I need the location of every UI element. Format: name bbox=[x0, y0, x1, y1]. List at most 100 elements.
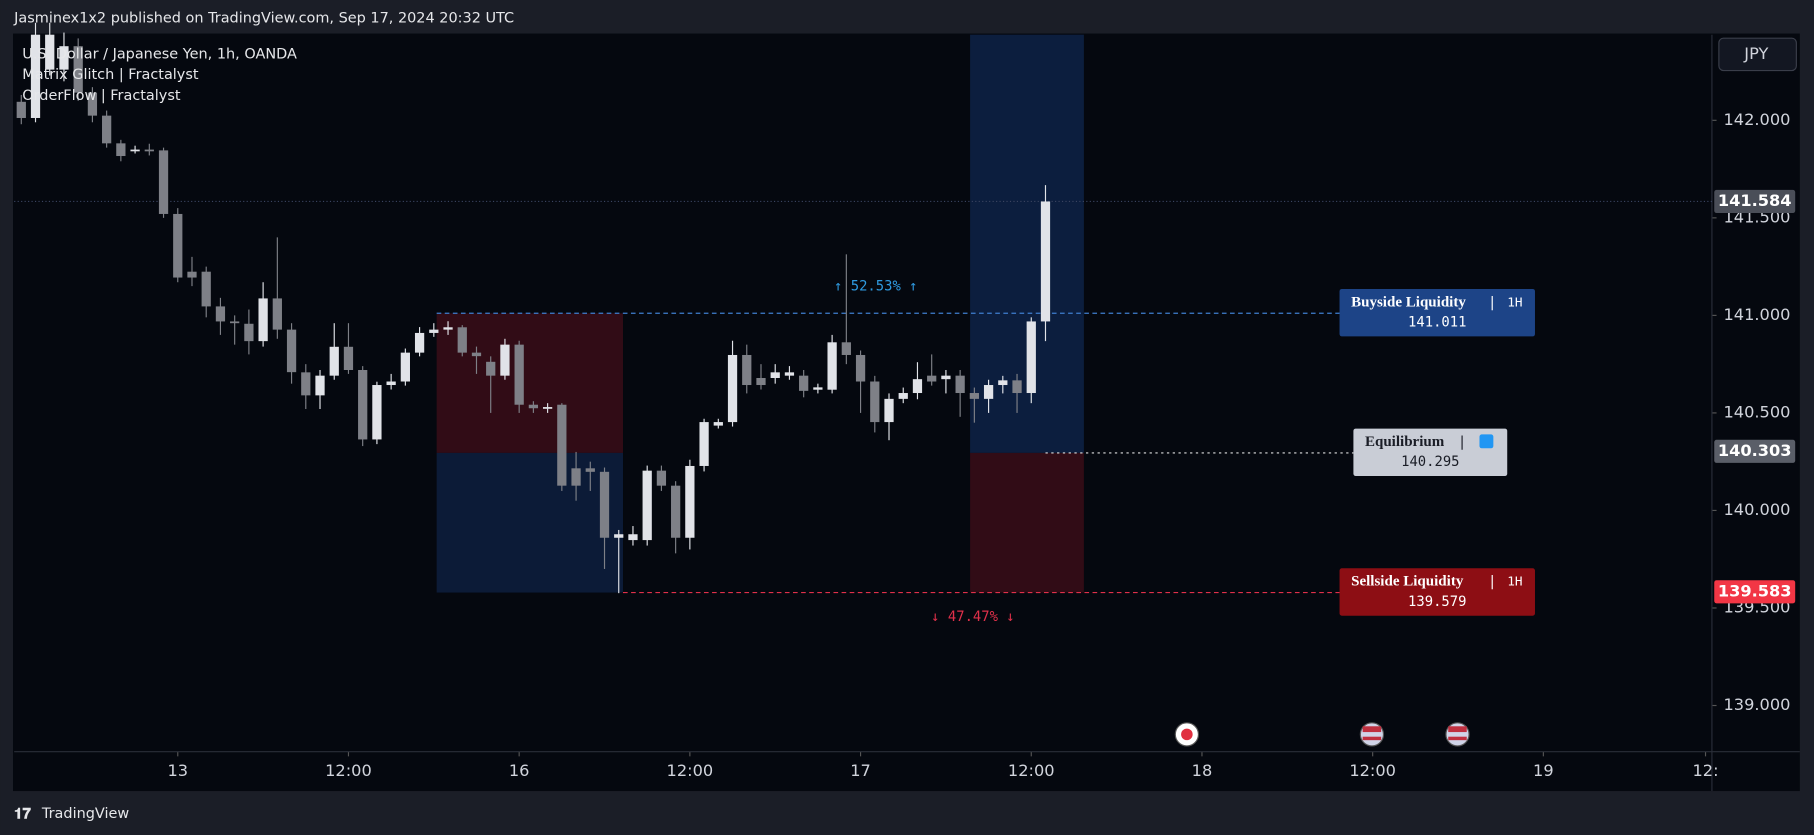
candle-body bbox=[429, 329, 439, 333]
candle-body bbox=[998, 380, 1008, 386]
candle-body bbox=[443, 327, 453, 330]
candle-body bbox=[742, 354, 752, 386]
x-tick-label: 12:00 bbox=[325, 761, 372, 780]
candle-body bbox=[827, 342, 837, 390]
equilibrium-value: 140.295 bbox=[1401, 454, 1459, 470]
candle-body bbox=[16, 101, 26, 118]
candle-body bbox=[87, 92, 98, 116]
equilibrium-name: Equilibrium bbox=[1365, 434, 1445, 450]
candle-body bbox=[59, 46, 69, 70]
candle-body bbox=[130, 149, 140, 152]
legend-line: Matrix Glitch | Fractalyst bbox=[22, 67, 199, 83]
candle-body bbox=[201, 271, 211, 307]
candle-body bbox=[699, 422, 709, 466]
candle-body bbox=[258, 298, 268, 342]
candle-body bbox=[73, 46, 83, 93]
y-tick-label: 140.000 bbox=[1723, 500, 1790, 519]
candle-body bbox=[713, 422, 723, 426]
currency-button[interactable] bbox=[1718, 37, 1797, 72]
x-tick-label: 13 bbox=[167, 761, 188, 780]
candle-body bbox=[1012, 380, 1022, 394]
x-tick-label: 12: bbox=[1692, 761, 1718, 780]
up-percent: ↑ 52.53% ↑ bbox=[834, 279, 917, 295]
equilibrium-label-box bbox=[1353, 428, 1508, 477]
candle-body bbox=[671, 485, 681, 538]
logo: 𝟏𝟕 bbox=[14, 805, 31, 823]
buyside-name: Buyside Liquidity bbox=[1351, 294, 1466, 310]
candle-body bbox=[969, 393, 979, 399]
candle-body bbox=[215, 306, 226, 322]
equilibrium_tag: 140.303 bbox=[1718, 441, 1792, 460]
down-percent: ↓ 47.47% ↓ bbox=[931, 609, 1014, 625]
candle-body bbox=[841, 342, 851, 355]
candle-body bbox=[343, 346, 354, 371]
separator: | bbox=[1460, 434, 1465, 450]
candle-body bbox=[372, 385, 382, 440]
candle-body bbox=[813, 387, 823, 390]
y-tick-label: 141.000 bbox=[1723, 305, 1790, 324]
candle-body bbox=[500, 344, 510, 376]
chart-area bbox=[13, 33, 1800, 792]
last_price-box bbox=[1714, 189, 1796, 214]
candle-body bbox=[187, 271, 197, 278]
sellside_tag-box bbox=[1714, 580, 1796, 604]
candle-body bbox=[983, 385, 994, 399]
candle-body bbox=[1026, 321, 1036, 394]
candle-body bbox=[329, 346, 339, 376]
candle-body bbox=[486, 361, 496, 376]
candle-body bbox=[855, 354, 866, 382]
legend-line: U.S. Dollar / Japanese Yen, 1h, OANDA bbox=[22, 46, 297, 62]
x-tick-label: 16 bbox=[509, 761, 530, 780]
x-tick-label: 12:00 bbox=[667, 761, 714, 780]
header: Jasminex1x2 published on TradingView.com… bbox=[13, 11, 514, 27]
footer: TradingView bbox=[41, 806, 129, 822]
candle-body bbox=[102, 115, 112, 144]
sellside-name: Sellside Liquidity bbox=[1351, 574, 1464, 590]
x-tick-label: 19 bbox=[1533, 761, 1554, 780]
sellside-label-box bbox=[1339, 568, 1535, 616]
candle-body bbox=[784, 372, 795, 376]
pause-icon bbox=[1479, 434, 1494, 449]
candle-body bbox=[230, 321, 240, 324]
candle-body bbox=[414, 332, 425, 353]
candle-body bbox=[642, 470, 652, 541]
candle-body bbox=[656, 470, 667, 486]
candle-body bbox=[898, 393, 908, 399]
currency[interactable]: JPY bbox=[1743, 44, 1768, 63]
y-tick-label: 140.500 bbox=[1723, 402, 1790, 421]
candle-body bbox=[941, 375, 951, 380]
x-tick-label: 17 bbox=[850, 761, 871, 780]
candle-body bbox=[628, 534, 638, 541]
sellside-timeframe: 1H bbox=[1507, 574, 1522, 589]
candle-body bbox=[614, 534, 624, 538]
candle-body bbox=[471, 352, 482, 357]
buyside-value: 141.011 bbox=[1408, 314, 1466, 330]
candle-body bbox=[528, 404, 539, 409]
discount-zone bbox=[436, 452, 624, 593]
candle-body bbox=[955, 375, 965, 394]
candle-body bbox=[116, 143, 126, 157]
candle-body bbox=[173, 213, 183, 278]
plot bbox=[14, 22, 1800, 792]
candle-body bbox=[557, 404, 567, 486]
premium-zone bbox=[436, 313, 624, 453]
candle-body bbox=[571, 468, 581, 486]
sellside_tag: 139.583 bbox=[1718, 581, 1792, 600]
candle-body bbox=[144, 149, 154, 152]
candle-body bbox=[1040, 201, 1051, 322]
separator: | bbox=[1490, 574, 1495, 590]
legend-line: OrderFlow | Fractalyst bbox=[22, 88, 181, 104]
y-tick-label: 142.000 bbox=[1723, 110, 1790, 129]
x-tick-label: 18 bbox=[1192, 761, 1213, 780]
x-tick-label: 12:00 bbox=[1349, 761, 1396, 780]
y-tick-label: 139.000 bbox=[1723, 695, 1790, 714]
candle-body bbox=[514, 344, 524, 405]
equilibrium_tag-box bbox=[1714, 439, 1796, 463]
separator: | bbox=[1490, 295, 1495, 311]
candle-body bbox=[585, 468, 595, 472]
discount-zone bbox=[970, 452, 1084, 593]
candle-body bbox=[770, 372, 780, 378]
candle-body bbox=[799, 375, 809, 391]
candle-body bbox=[158, 150, 169, 214]
candle-body bbox=[542, 407, 553, 409]
